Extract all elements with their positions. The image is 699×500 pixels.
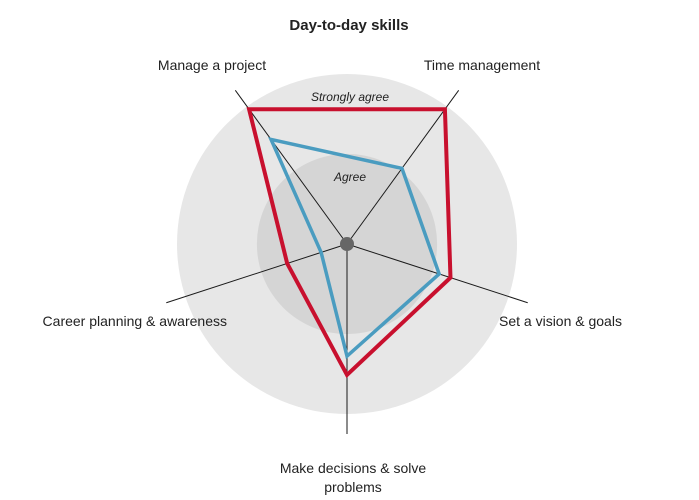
ring-label-agree: Agree bbox=[333, 170, 366, 184]
series-layer bbox=[246, 107, 453, 379]
chart-title: Day-to-day skills bbox=[289, 17, 408, 34]
series-polygon-2 bbox=[268, 137, 442, 360]
axis-label-career-planning: Career planning & awareness bbox=[43, 313, 227, 329]
series-polygon-1 bbox=[246, 107, 453, 379]
axis-line-1 bbox=[234, 89, 348, 245]
axis-line-5 bbox=[166, 243, 348, 304]
axis-label-decisions: Make decisions & solve problems bbox=[280, 460, 427, 495]
ring-label-strongly-agree: Strongly agree bbox=[311, 90, 389, 104]
axis-label-vision-goals: Set a vision & goals bbox=[499, 313, 622, 329]
axis-label-time-management: Time management bbox=[424, 57, 540, 73]
axis-label-manage-project: Manage a project bbox=[158, 57, 266, 73]
center-dot bbox=[340, 237, 354, 251]
labels-layer: Agree Strongly agree Manage a project Time … bbox=[43, 57, 622, 495]
